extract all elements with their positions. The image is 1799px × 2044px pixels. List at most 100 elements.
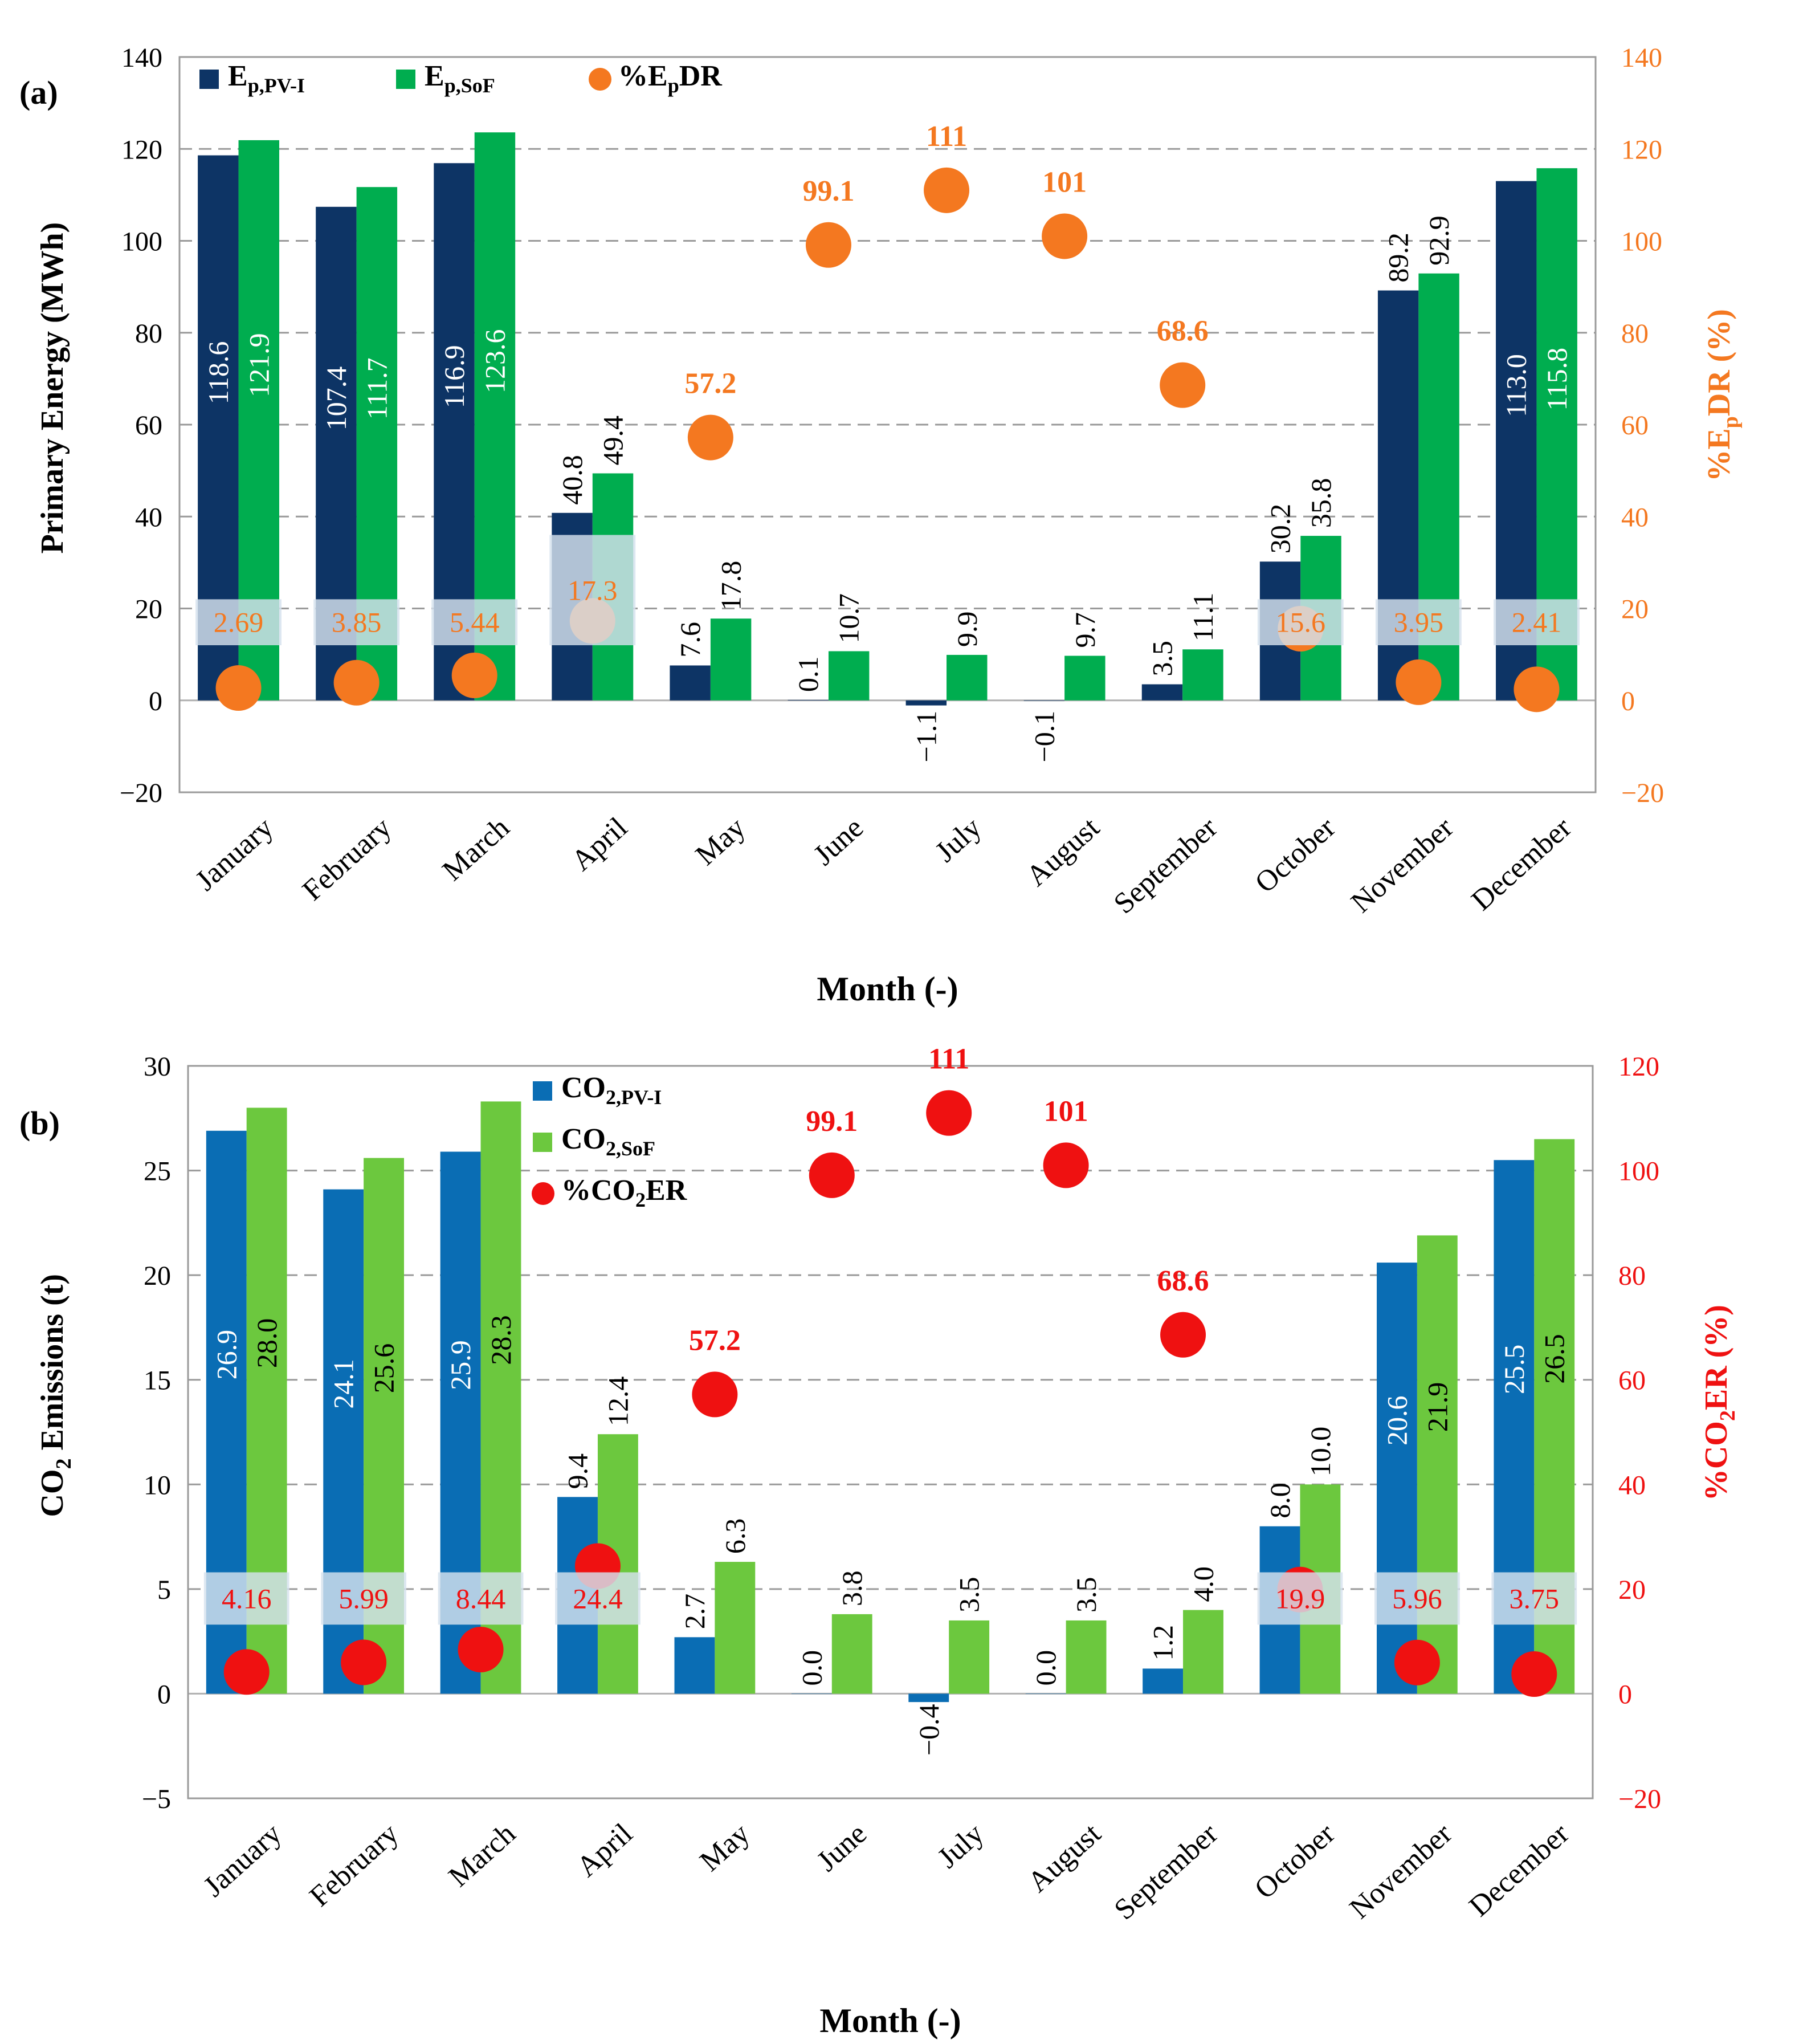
b-legend-swatch xyxy=(533,1133,552,1152)
a-y2-axis-title: %EpDR (%) xyxy=(1702,309,1743,482)
b-bar-value-label: 28.3 xyxy=(485,1315,517,1365)
b-pct-point xyxy=(1160,1312,1206,1358)
a-x-tick-label: May xyxy=(690,811,752,872)
b-pct-label-box xyxy=(1491,1572,1577,1625)
a-plot-frame xyxy=(178,56,1597,793)
a-x-tick-label: August xyxy=(1020,811,1105,893)
b-legend-swatch xyxy=(533,1081,552,1101)
a-bar-value-label: 9.7 xyxy=(1069,612,1101,648)
b-y-tick-label: 25 xyxy=(144,1157,171,1187)
b-x-axis-title: Month (-) xyxy=(819,2002,961,2039)
b-y-tick-label: 0 xyxy=(157,1679,171,1709)
a-x-tick-label: April xyxy=(565,811,634,877)
b-pct-point xyxy=(692,1371,738,1418)
a-pct-point xyxy=(687,414,733,461)
a-pct-point xyxy=(451,652,497,698)
b-bar-value-label: 26.5 xyxy=(1539,1334,1570,1384)
b-x-tick-label: October xyxy=(1249,1817,1341,1905)
a-pct-label-box xyxy=(1375,599,1462,645)
b-bar-value-label: 6.3 xyxy=(719,1518,751,1554)
a-pct-label-box xyxy=(431,599,518,645)
a-legend-label: Ep,SoF xyxy=(425,60,495,97)
a-bar-value-label: 10.7 xyxy=(833,593,865,644)
b-pct-label-box xyxy=(203,1572,289,1625)
b-bar-value-label: 25.5 xyxy=(1498,1345,1530,1395)
b-legend-label: CO2,SoF xyxy=(561,1123,655,1160)
a-pct-value-label: 2.69 xyxy=(214,606,264,638)
b-pct-label-box xyxy=(555,1572,641,1625)
a-bar-value-label: −0.1 xyxy=(1028,711,1060,763)
b-bar-sof xyxy=(949,1620,990,1694)
b-bar-value-label: 3.5 xyxy=(953,1577,985,1613)
b-pct-value-label: 5.99 xyxy=(338,1582,389,1614)
b-pct-point xyxy=(458,1626,504,1672)
a-bar-sof xyxy=(1182,649,1223,701)
a-pct-value-label: 15.6 xyxy=(1276,606,1326,638)
b-bar-pvi xyxy=(674,1637,715,1694)
b-pct-label-box xyxy=(1257,1572,1343,1625)
a-bar-value-label: 7.6 xyxy=(674,622,706,658)
b-bar-value-label: 4.0 xyxy=(1187,1566,1219,1602)
a-bar-value-label: 115.8 xyxy=(1541,348,1573,411)
b-pct-value-label: 99.1 xyxy=(806,1105,858,1138)
a-y-tick-label: 60 xyxy=(135,410,162,441)
b-bar-value-label: 25.6 xyxy=(368,1343,400,1394)
a-y2-tick-label: −20 xyxy=(1621,778,1664,808)
b-bar-value-label: 3.5 xyxy=(1070,1577,1102,1613)
a-y-tick-label: 120 xyxy=(121,135,162,165)
b-bar-value-label: 28.0 xyxy=(251,1318,283,1369)
b-legend-swatch xyxy=(532,1182,554,1205)
a-bar-value-label: 116.9 xyxy=(438,345,470,408)
a-bar-pvi xyxy=(1141,684,1183,701)
b-bar-value-label: 0.0 xyxy=(1030,1650,1062,1686)
a-pct-label-box xyxy=(1494,599,1580,645)
a-pct-value-label: 57.2 xyxy=(684,368,736,400)
b-bar-value-label: 8.0 xyxy=(1264,1483,1296,1518)
a-x-tick-label: December xyxy=(1466,811,1578,917)
b-bar-pvi xyxy=(791,1693,832,1694)
a-y-tick-label: 100 xyxy=(121,227,162,257)
a-bar-value-label: 30.2 xyxy=(1264,504,1296,554)
b-x-tick-label: August xyxy=(1022,1817,1107,1899)
a-y-tick-label: 80 xyxy=(135,319,162,349)
b-pct-point xyxy=(926,1090,972,1136)
a-bar-value-label: 89.2 xyxy=(1382,233,1414,283)
b-pct-point xyxy=(223,1649,270,1695)
a-pct-label-box xyxy=(195,599,282,645)
a-pct-value-label: 101 xyxy=(1042,166,1087,198)
a-y2-tick-label: 60 xyxy=(1621,410,1649,441)
a-pct-point xyxy=(924,167,970,213)
a-pct-value-label: 3.85 xyxy=(332,606,382,638)
a-pct-value-label: 111 xyxy=(926,120,967,153)
b-bar-sof xyxy=(831,1614,872,1694)
b-y2-tick-label: −20 xyxy=(1618,1784,1661,1814)
b-pct-value-label: 19.9 xyxy=(1275,1582,1325,1614)
b-x-tick-label: June xyxy=(811,1817,873,1878)
b-bar-value-label: 12.4 xyxy=(602,1377,634,1427)
b-bar-pvi xyxy=(1025,1693,1066,1694)
b-x-tick-label: May xyxy=(694,1817,756,1878)
panel-a: (a) −20 0 20 40 60 80 100 120 140 −20 0 20 40 60 80 100… xyxy=(19,43,1743,1008)
b-bar-value-label: 3.8 xyxy=(836,1570,868,1606)
b-pct-point xyxy=(1394,1639,1440,1685)
b-y2-tick-label: 60 xyxy=(1618,1366,1646,1396)
b-plot-frame xyxy=(187,1065,1594,1799)
b-y2-axis-title: %CO2ER (%) xyxy=(1699,1305,1740,1501)
a-bar-value-label: 9.9 xyxy=(951,611,983,647)
b-pct-value-label: 68.6 xyxy=(1157,1265,1209,1297)
a-y-tick-label: −20 xyxy=(120,778,162,808)
b-x-tick-label: February xyxy=(304,1817,405,1913)
a-bar-value-label: 11.1 xyxy=(1187,593,1219,642)
b-pct-value-label: 111 xyxy=(928,1043,969,1076)
b-y2-tick-label: 80 xyxy=(1618,1261,1646,1291)
b-x-tick-label: July xyxy=(932,1817,990,1874)
b-bar-pvi xyxy=(1377,1263,1417,1694)
a-pct-point xyxy=(1042,213,1088,259)
b-y-tick-label: 15 xyxy=(144,1366,171,1396)
a-legend-swatch xyxy=(396,70,415,89)
b-bar-value-label: 20.6 xyxy=(1381,1396,1413,1446)
b-pct-value-label: 101 xyxy=(1044,1095,1088,1127)
b-x-tick-label: November xyxy=(1344,1817,1458,1925)
b-pct-point xyxy=(341,1639,387,1685)
